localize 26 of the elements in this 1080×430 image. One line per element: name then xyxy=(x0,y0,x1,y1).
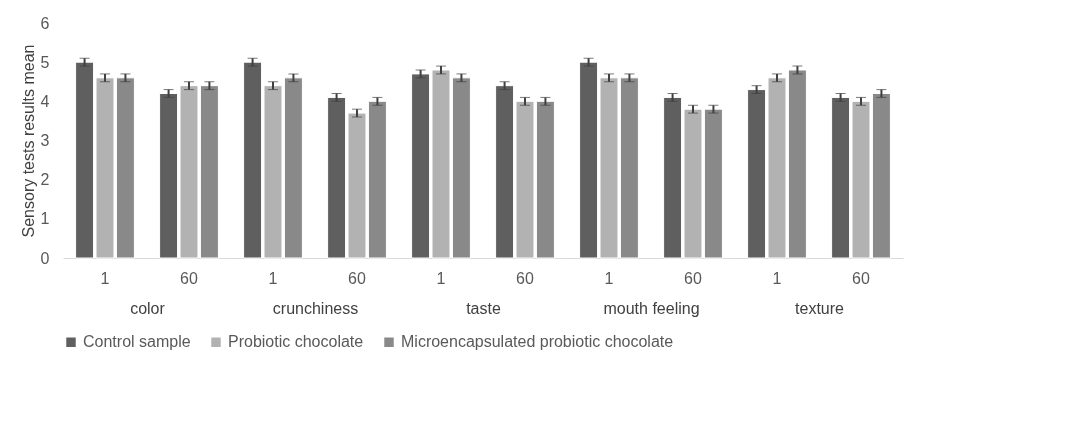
y-tick-label: 5 xyxy=(40,53,50,71)
x-tick-label: 60 xyxy=(180,269,198,287)
x-axis-title: texture xyxy=(795,299,845,317)
legend-label: Probiotic chocolate xyxy=(228,333,364,351)
x-tick-label: 60 xyxy=(684,269,702,287)
y-tick-label: 6 xyxy=(40,14,50,32)
x-axis-title: mouth feeling xyxy=(603,299,700,317)
x-tick-label: 1 xyxy=(436,269,446,287)
x-axis-title: color xyxy=(130,299,166,317)
x-tick-label: 60 xyxy=(852,269,870,287)
y-axis-title: Sensory tests results mean xyxy=(19,44,37,238)
x-tick-label: 1 xyxy=(268,269,278,287)
x-tick-label: 1 xyxy=(772,269,782,287)
x-axis-title: crunchiness xyxy=(272,299,359,317)
x-tick-label: 60 xyxy=(348,269,366,287)
x-tick-label: 1 xyxy=(604,269,614,287)
legend-label: Microencapsulated probiotic chocolate xyxy=(401,333,674,351)
x-axis-title: taste xyxy=(466,299,501,317)
x-tick-label: 1 xyxy=(100,269,110,287)
y-tick-label: 4 xyxy=(40,92,50,110)
y-tick-label: 0 xyxy=(40,249,50,267)
y-tick-label: 3 xyxy=(40,132,50,149)
legend-label: Control sample xyxy=(83,333,191,351)
y-tick-label: 1 xyxy=(40,210,50,228)
x-tick-label: 60 xyxy=(516,269,534,287)
y-tick-label: 2 xyxy=(40,171,50,189)
